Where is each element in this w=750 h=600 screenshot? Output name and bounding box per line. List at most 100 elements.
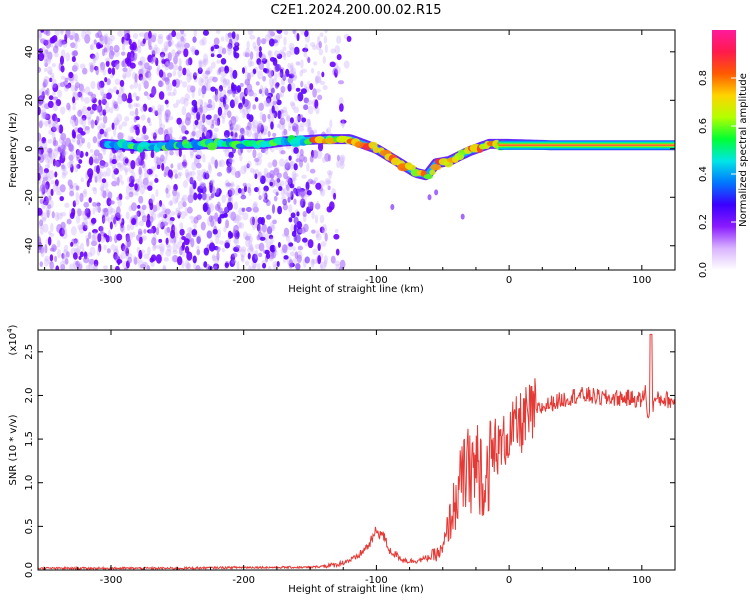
noise-speck xyxy=(167,91,171,96)
noise-speck xyxy=(173,88,177,96)
noise-speck xyxy=(152,132,157,140)
noise-speck xyxy=(143,80,149,89)
noise-speck xyxy=(300,30,305,36)
noise-speck xyxy=(258,252,263,258)
noise-speck xyxy=(72,200,77,208)
noise-speck xyxy=(138,259,144,270)
noise-speck xyxy=(304,118,311,128)
noise-speck xyxy=(304,43,308,50)
noise-speck xyxy=(178,147,182,157)
colorbar: 0.00.20.40.60.8 Normalized spectral ampl… xyxy=(698,30,749,278)
noise-speck xyxy=(210,218,215,228)
noise-speck xyxy=(278,158,285,167)
noise-speck xyxy=(87,252,93,258)
noise-speck xyxy=(135,115,140,121)
noise-speck xyxy=(142,103,148,112)
noise-speck xyxy=(66,102,71,111)
noise-speck xyxy=(323,259,328,268)
noise-speck xyxy=(323,35,328,44)
noise-speck xyxy=(205,170,209,180)
noise-speck xyxy=(256,36,261,47)
noise-speck xyxy=(139,106,145,113)
noise-speck xyxy=(146,264,151,270)
noise-speck xyxy=(239,106,244,114)
noise-speck xyxy=(141,204,147,210)
noise-speck xyxy=(138,220,145,227)
noise-speck xyxy=(228,151,234,159)
noise-speck xyxy=(195,264,201,270)
noise-speck xyxy=(158,129,163,136)
noise-speck xyxy=(312,44,317,51)
noise-speck xyxy=(50,126,57,133)
noise-speck xyxy=(287,196,291,203)
noise-speck xyxy=(259,111,264,121)
noise-speck xyxy=(176,117,182,125)
noise-speck xyxy=(249,243,254,252)
noise-speck xyxy=(77,224,83,230)
noise-speck xyxy=(224,65,230,74)
noise-speck xyxy=(59,261,66,268)
noise-speck xyxy=(246,83,253,93)
noise-speck xyxy=(213,265,218,270)
noise-speck xyxy=(250,265,256,270)
noise-speck xyxy=(109,153,113,162)
noise-speck xyxy=(219,159,226,167)
noise-speck xyxy=(116,233,123,241)
noise-speck xyxy=(271,204,276,214)
noise-speck xyxy=(183,48,189,58)
noise-speck xyxy=(267,70,273,78)
noise-speck xyxy=(311,258,315,265)
noise-speck xyxy=(196,245,200,250)
noise-speck xyxy=(242,96,246,105)
noise-speck xyxy=(140,249,146,254)
noise-speck xyxy=(246,113,251,120)
noise-speck xyxy=(175,32,182,40)
noise-speck xyxy=(74,238,80,247)
noise-speck xyxy=(129,126,135,134)
noise-speck xyxy=(128,191,134,198)
noise-speck xyxy=(80,210,86,216)
noise-speck xyxy=(290,212,296,219)
noise-speck xyxy=(143,31,150,41)
noise-speck xyxy=(102,190,107,199)
noise-speck xyxy=(164,99,169,105)
noise-speck xyxy=(181,194,188,202)
noise-speck xyxy=(49,232,55,237)
noise-speck xyxy=(271,105,275,114)
noise-speck xyxy=(92,207,96,215)
noise-speck xyxy=(60,211,67,217)
noise-speck xyxy=(56,124,61,133)
noise-speck xyxy=(300,189,305,199)
noise-speck xyxy=(71,50,78,57)
noise-speck xyxy=(68,71,74,79)
noise-speck xyxy=(339,259,346,269)
noise-speck xyxy=(178,171,183,177)
noise-speck xyxy=(80,88,86,94)
noise-speck xyxy=(60,144,67,152)
noise-speck xyxy=(241,246,247,253)
noise-speck xyxy=(117,218,124,225)
noise-speck xyxy=(87,168,94,178)
noise-speck xyxy=(97,171,102,180)
noise-speck xyxy=(211,255,217,262)
snr-y-scale-text: (x10 xyxy=(8,333,19,356)
noise-speck xyxy=(254,219,258,229)
noise-speck xyxy=(310,67,315,74)
noise-speck xyxy=(89,148,94,154)
noise-speck xyxy=(94,155,99,161)
noise-speck xyxy=(84,34,91,44)
noise-speck xyxy=(185,68,191,77)
noise-speck xyxy=(224,206,229,213)
noise-speck xyxy=(158,91,165,100)
noise-speck xyxy=(73,41,78,50)
noise-speck xyxy=(50,180,55,185)
noise-speck xyxy=(239,248,246,258)
noise-speck xyxy=(155,47,160,54)
y-tick-label: 2.0 xyxy=(24,388,35,404)
noise-speck xyxy=(51,119,56,129)
noise-speck xyxy=(50,188,54,197)
noise-speck xyxy=(291,122,299,132)
noise-speck xyxy=(324,30,328,34)
noise-speck xyxy=(211,254,216,259)
noise-speck xyxy=(42,184,49,193)
